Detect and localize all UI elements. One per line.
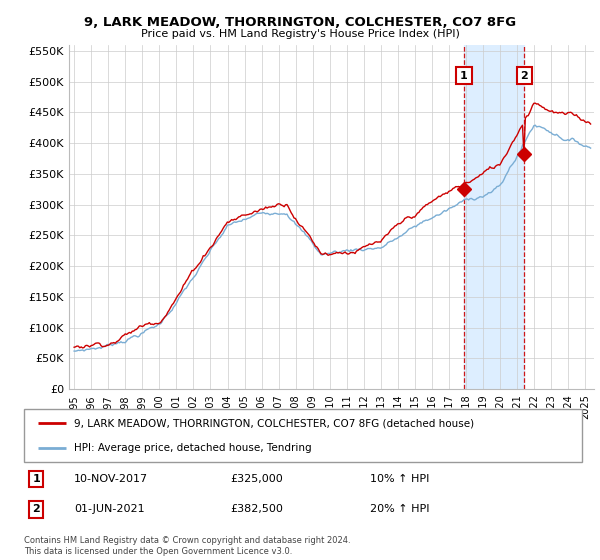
Text: 1: 1: [32, 474, 40, 484]
Text: 10-NOV-2017: 10-NOV-2017: [74, 474, 148, 484]
Text: 2: 2: [32, 505, 40, 515]
Text: Contains HM Land Registry data © Crown copyright and database right 2024.
This d: Contains HM Land Registry data © Crown c…: [24, 536, 350, 556]
FancyBboxPatch shape: [24, 409, 582, 462]
Text: £382,500: £382,500: [230, 505, 283, 515]
Text: Price paid vs. HM Land Registry's House Price Index (HPI): Price paid vs. HM Land Registry's House …: [140, 29, 460, 39]
Text: 9, LARK MEADOW, THORRINGTON, COLCHESTER, CO7 8FG: 9, LARK MEADOW, THORRINGTON, COLCHESTER,…: [84, 16, 516, 29]
Text: HPI: Average price, detached house, Tendring: HPI: Average price, detached house, Tend…: [74, 442, 312, 452]
Text: 20% ↑ HPI: 20% ↑ HPI: [370, 505, 430, 515]
Text: 1: 1: [460, 71, 467, 81]
Text: 2: 2: [521, 71, 529, 81]
Text: 01-JUN-2021: 01-JUN-2021: [74, 505, 145, 515]
Text: 10% ↑ HPI: 10% ↑ HPI: [370, 474, 430, 484]
Text: 9, LARK MEADOW, THORRINGTON, COLCHESTER, CO7 8FG (detached house): 9, LARK MEADOW, THORRINGTON, COLCHESTER,…: [74, 418, 475, 428]
Text: £325,000: £325,000: [230, 474, 283, 484]
Bar: [464, 45, 524, 389]
